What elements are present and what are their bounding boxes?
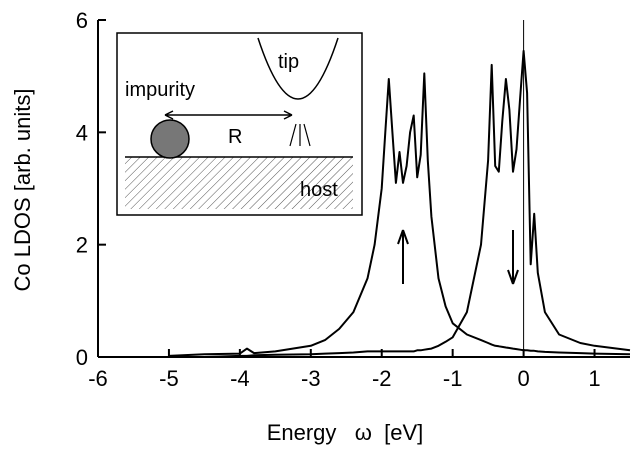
x-tick-label: 0 xyxy=(517,366,529,391)
y-tick-label: 0 xyxy=(76,345,88,370)
y-tick-label: 6 xyxy=(76,8,88,33)
x-tick-label: -2 xyxy=(372,366,392,391)
y-axis-label: Co LDOS [arb. units] xyxy=(10,89,35,292)
data-line xyxy=(168,72,631,357)
tip-shape xyxy=(257,37,339,100)
inset-label: host xyxy=(300,179,338,201)
inset-label: tip xyxy=(278,51,299,73)
x-tick-label: -5 xyxy=(159,366,179,391)
tunnel-lines xyxy=(289,123,311,147)
inset-label: R xyxy=(228,126,242,148)
x-tick-label: -1 xyxy=(443,366,463,391)
x-tick-label: -4 xyxy=(230,366,250,391)
host-surface xyxy=(125,157,353,209)
x-axis-label: Energy ω [eV] xyxy=(267,420,424,445)
x-tick-label: 1 xyxy=(588,366,600,391)
inset-label: impurity xyxy=(125,79,195,101)
inset: impurity tip R host xyxy=(116,32,363,216)
y-tick-label: 4 xyxy=(76,120,88,145)
spin-up-arrow xyxy=(397,229,409,284)
spin-down-arrow xyxy=(507,230,519,285)
distance-arrow xyxy=(164,110,293,120)
x-tick-label: -6 xyxy=(88,366,108,391)
impurity-atom xyxy=(150,119,190,159)
x-tick-label: -3 xyxy=(301,366,321,391)
y-tick-label: 2 xyxy=(76,233,88,258)
data-line xyxy=(168,49,631,358)
